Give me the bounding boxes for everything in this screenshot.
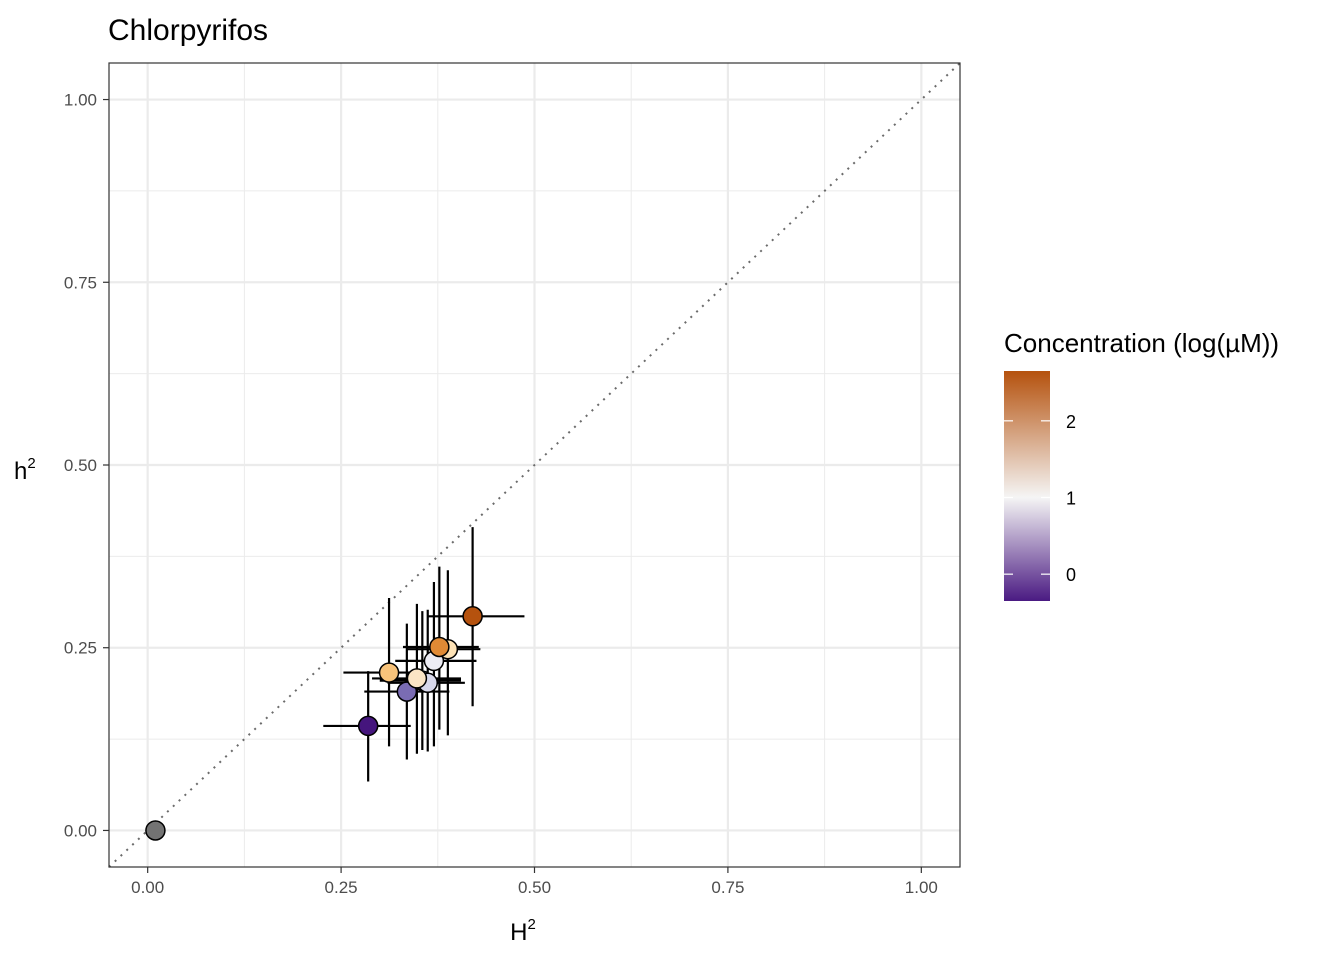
y-tick-label: 0.00 — [64, 821, 97, 840]
x-axis-title: H2 — [510, 916, 536, 946]
data-point — [357, 715, 379, 737]
y-tick-label: 0.50 — [64, 456, 97, 475]
legend-title: Concentration (log(µM)) — [1004, 328, 1279, 358]
data-point — [429, 636, 450, 658]
x-axis: 0.00 0.25 0.50 0.75 1.00 — [131, 867, 938, 897]
data-points — [145, 606, 483, 841]
y-tick-label: 0.25 — [64, 639, 97, 658]
data-point — [378, 662, 400, 683]
legend-colorbar — [1004, 371, 1050, 601]
chart-title: Chlorpyrifos — [108, 14, 268, 47]
x-tick-label: 0.00 — [131, 878, 164, 897]
legend-tick-label: 0 — [1066, 565, 1076, 585]
data-point — [462, 606, 483, 627]
color-legend: Concentration (log(µM)) 0 1 2 — [1004, 328, 1279, 601]
x-tick-label: 0.50 — [518, 878, 551, 897]
legend-tick-label: 1 — [1066, 489, 1076, 509]
x-tick-label: 1.00 — [905, 878, 938, 897]
data-point — [145, 820, 166, 841]
y-tick-label: 0.75 — [64, 273, 97, 292]
legend-tick-label: 2 — [1066, 412, 1076, 432]
y-tick-label: 1.00 — [64, 91, 97, 110]
data-point — [406, 668, 428, 689]
x-tick-label: 0.25 — [325, 878, 358, 897]
identity-reference-line — [108, 62, 961, 868]
x-tick-label: 0.75 — [711, 878, 744, 897]
y-axis-title: h2 — [14, 455, 36, 485]
y-axis: 0.00 0.25 0.50 0.75 1.00 — [64, 91, 109, 840]
plot-panel — [108, 62, 961, 868]
legend-ticks: 0 1 2 — [1004, 412, 1076, 585]
